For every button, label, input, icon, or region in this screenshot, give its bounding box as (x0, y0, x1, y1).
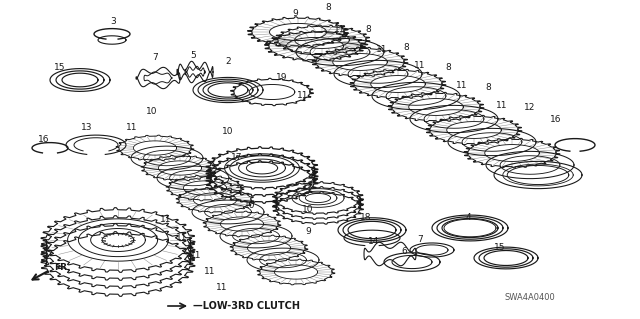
Text: 11: 11 (297, 91, 308, 100)
Text: 11: 11 (216, 284, 228, 293)
Text: 18: 18 (360, 213, 372, 222)
Text: 6: 6 (401, 248, 407, 256)
Text: SWA4A0400: SWA4A0400 (504, 293, 556, 302)
Text: 16: 16 (38, 136, 50, 145)
Text: 15: 15 (494, 243, 506, 253)
Text: 17: 17 (231, 153, 243, 162)
Text: 8: 8 (445, 63, 451, 72)
Text: 15: 15 (54, 63, 66, 72)
Text: 10: 10 (147, 108, 157, 116)
Text: 8: 8 (485, 84, 491, 93)
Text: 8: 8 (365, 26, 371, 34)
Text: 16: 16 (550, 115, 562, 124)
Text: 9: 9 (292, 10, 298, 19)
Text: 11: 11 (456, 81, 468, 91)
Text: 11: 11 (496, 100, 508, 109)
Text: FR.: FR. (54, 263, 70, 272)
Text: —LOW-3RD CLUTCH: —LOW-3RD CLUTCH (193, 301, 300, 311)
Text: 10: 10 (222, 128, 234, 137)
Text: 8: 8 (403, 43, 409, 53)
Text: 13: 13 (81, 123, 93, 132)
Text: 11: 11 (204, 268, 216, 277)
Text: 19: 19 (276, 73, 288, 83)
Text: 11: 11 (126, 123, 138, 132)
Text: 1: 1 (235, 181, 241, 189)
Text: 10: 10 (302, 205, 314, 214)
Text: 2: 2 (225, 57, 231, 66)
Text: 7: 7 (152, 54, 158, 63)
Text: 17: 17 (302, 183, 314, 192)
Text: 11: 11 (190, 250, 202, 259)
Text: 11: 11 (176, 234, 188, 242)
Text: 7: 7 (417, 235, 423, 244)
Text: 5: 5 (190, 50, 196, 60)
Text: 3: 3 (110, 18, 116, 26)
Text: 8: 8 (325, 4, 331, 12)
Text: 14: 14 (368, 238, 380, 247)
Text: 11: 11 (414, 62, 426, 70)
Text: 9: 9 (305, 227, 311, 236)
Text: 11: 11 (160, 216, 172, 225)
Text: 12: 12 (524, 103, 536, 113)
Text: 10: 10 (244, 201, 256, 210)
Text: 11: 11 (376, 46, 388, 55)
Text: 4: 4 (465, 213, 471, 222)
Text: 11: 11 (334, 26, 346, 34)
